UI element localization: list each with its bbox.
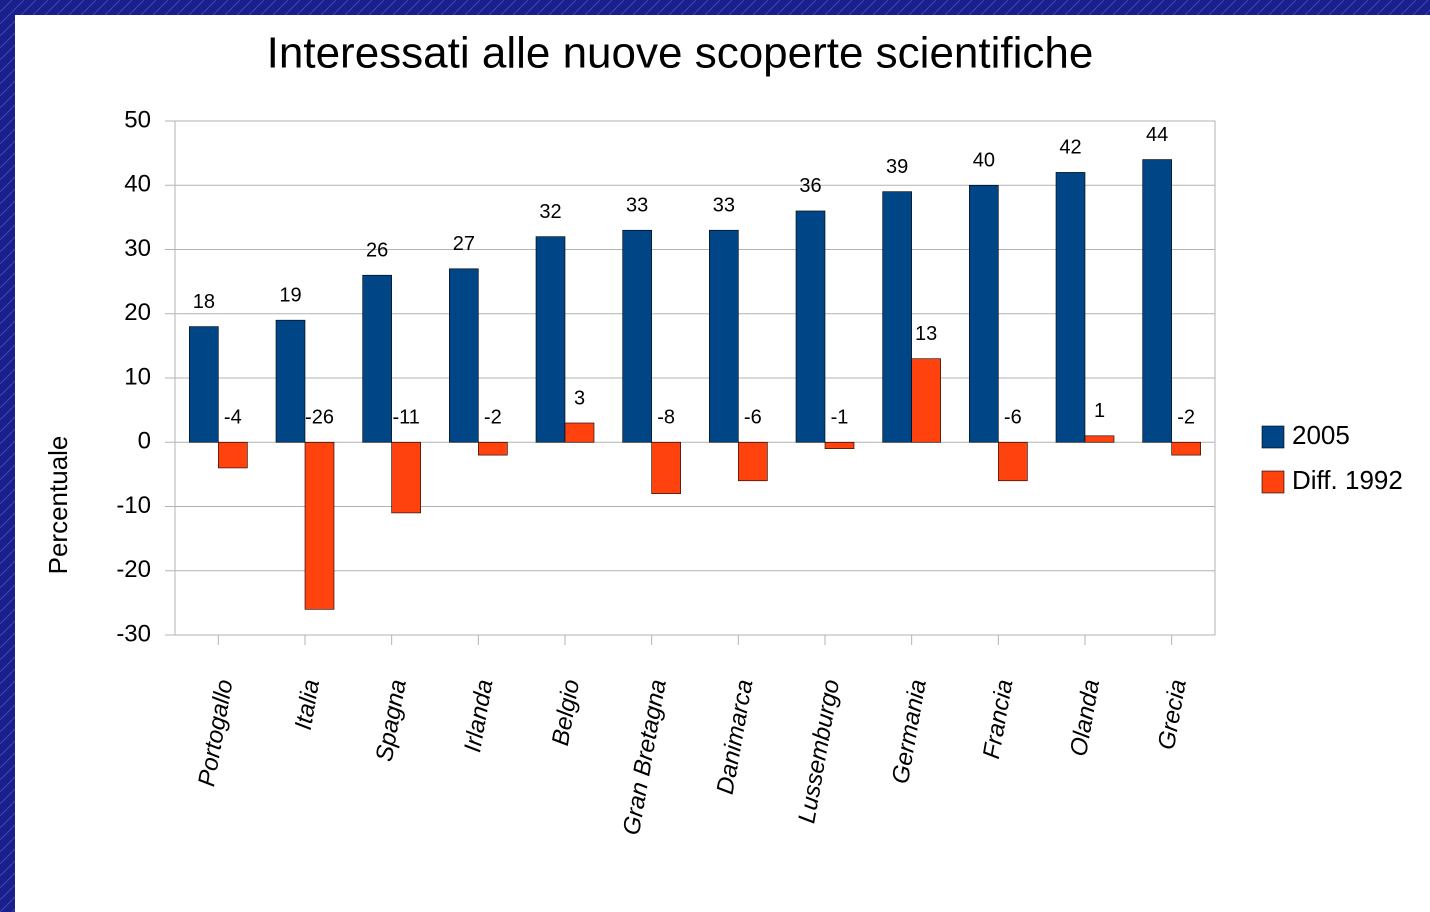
bar [795, 210, 826, 443]
chart-title: Interessati alle nuove scoperte scientif… [267, 29, 1094, 78]
y-tick-label: -30 [116, 620, 151, 647]
bar [535, 236, 566, 443]
data-label: -2 [484, 407, 502, 429]
bar [362, 274, 392, 443]
y-axis-label: Percentuale [43, 436, 73, 575]
bar [622, 229, 652, 443]
data-label: 27 [453, 233, 475, 255]
bar [564, 422, 595, 443]
bar [218, 441, 248, 469]
y-tick-label: -20 [116, 556, 151, 583]
y-tick-label: -10 [116, 492, 151, 519]
data-label: 19 [279, 284, 301, 306]
data-label: 1 [1094, 400, 1105, 422]
bar [1084, 435, 1115, 443]
data-label: 13 [915, 323, 937, 345]
bar [189, 326, 219, 443]
y-tick-label: 30 [124, 235, 151, 262]
data-label: 36 [799, 175, 821, 197]
data-label: -26 [305, 407, 334, 429]
data-label: 18 [193, 291, 215, 313]
bar [651, 441, 681, 494]
bar [275, 319, 306, 443]
bar [998, 441, 1028, 482]
y-tick-label: 50 [124, 106, 151, 133]
bar [449, 268, 479, 443]
bar [969, 184, 999, 443]
data-label: 44 [1146, 124, 1168, 146]
data-label: 40 [973, 150, 995, 172]
data-label: 33 [713, 195, 735, 217]
data-label: 26 [366, 239, 388, 261]
data-label: -11 [392, 407, 419, 429]
data-label: -1 [831, 407, 849, 429]
bar [391, 441, 421, 514]
legend-label: Diff. 1992 [1292, 465, 1403, 495]
bar [738, 441, 768, 482]
legend-label: 2005 [1292, 420, 1350, 450]
bar [911, 358, 941, 443]
bar [709, 229, 739, 443]
data-label: 3 [574, 387, 585, 409]
y-tick-label: 0 [138, 428, 151, 455]
data-label: -6 [1004, 407, 1022, 429]
legend-swatch [1261, 425, 1285, 449]
bar [882, 191, 912, 443]
legend-swatch [1261, 470, 1285, 494]
bar [304, 441, 335, 610]
data-label: 33 [626, 195, 648, 217]
data-label: -4 [224, 407, 242, 429]
bar [824, 441, 855, 449]
data-label: 32 [539, 201, 561, 223]
data-label: -6 [744, 407, 762, 429]
y-tick-label: 20 [124, 299, 151, 326]
data-label: -2 [1177, 407, 1195, 429]
bar [478, 441, 508, 456]
data-label: 42 [1059, 137, 1081, 159]
bar [1171, 441, 1201, 456]
bar [1055, 172, 1086, 443]
data-label: 39 [886, 156, 908, 178]
bar [1142, 159, 1172, 443]
y-tick-label: 40 [124, 171, 151, 198]
y-tick-label: 10 [124, 363, 151, 390]
data-label: -8 [657, 407, 675, 429]
